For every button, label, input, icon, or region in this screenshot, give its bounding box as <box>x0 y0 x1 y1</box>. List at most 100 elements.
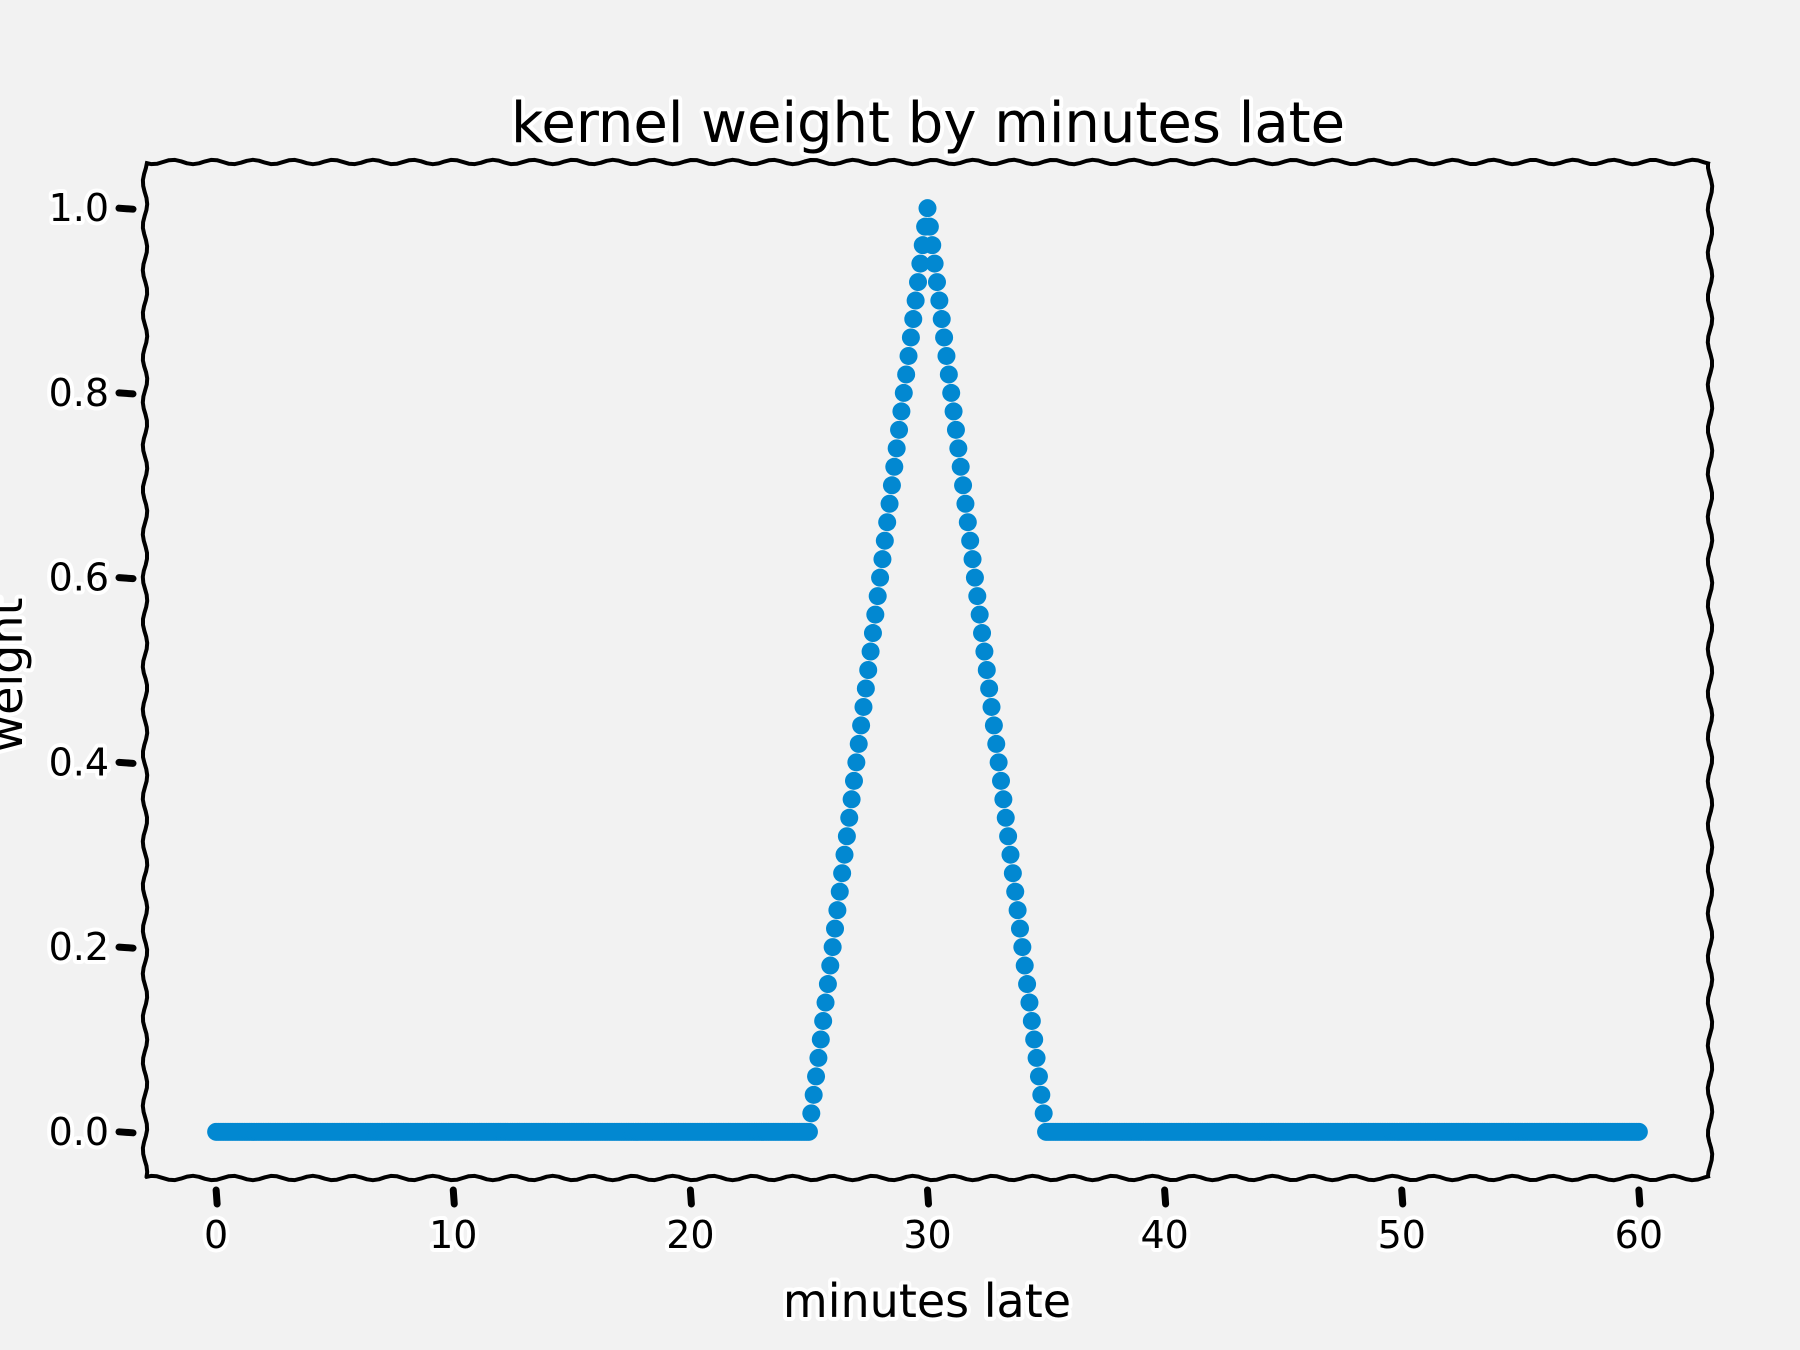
x-tick-mark <box>924 1186 932 1208</box>
x-tick-label: 10 <box>429 1213 477 1257</box>
data-point <box>847 753 866 772</box>
data-point <box>873 550 892 569</box>
data-point <box>980 679 999 698</box>
data-point <box>1020 993 1039 1012</box>
y-tick-mark <box>115 943 137 952</box>
data-point <box>994 790 1013 809</box>
data-point <box>885 457 904 476</box>
data-point <box>878 513 897 532</box>
data-point <box>996 808 1015 827</box>
data-point <box>1629 1122 1648 1141</box>
data-point <box>1010 919 1029 938</box>
data-point <box>816 993 835 1012</box>
data-point <box>1003 864 1022 883</box>
data-point <box>909 273 928 292</box>
data-point <box>927 273 946 292</box>
data-point <box>973 624 992 643</box>
data-point <box>963 550 982 569</box>
data-point <box>807 1067 826 1086</box>
data-point <box>842 790 861 809</box>
data-point <box>954 476 973 495</box>
data-point <box>1029 1067 1048 1086</box>
data-point <box>925 254 944 273</box>
data-point <box>837 827 856 846</box>
data-point <box>844 771 863 790</box>
data-point <box>861 642 880 661</box>
data-point <box>942 383 961 402</box>
plot-frame <box>140 157 1715 1183</box>
data-point <box>871 568 890 587</box>
data-point <box>880 494 899 513</box>
x-tick-label: 30 <box>903 1213 951 1257</box>
data-point <box>892 402 911 421</box>
data-point <box>958 513 977 532</box>
data-point <box>818 975 837 994</box>
data-point <box>868 587 887 606</box>
data-point <box>852 716 871 735</box>
y-tick-label: 0.6 <box>49 556 109 600</box>
data-point <box>802 1104 821 1123</box>
data-point <box>970 605 989 624</box>
data-point <box>856 679 875 698</box>
chart-title: kernel weight by minutes late <box>511 91 1345 156</box>
y-tick-label: 0.2 <box>49 925 109 969</box>
data-point <box>899 346 918 365</box>
data-point <box>828 901 847 920</box>
y-tick-label: 0.0 <box>49 1110 109 1154</box>
data-point <box>923 236 942 255</box>
y-tick-mark <box>115 574 137 583</box>
data-point <box>1015 956 1034 975</box>
data-point <box>821 956 840 975</box>
data-point <box>875 531 894 550</box>
data-point <box>911 254 930 273</box>
data-point <box>814 1011 833 1030</box>
data-point <box>887 439 906 458</box>
data-point <box>1022 1011 1041 1030</box>
data-point <box>901 328 920 347</box>
data-point <box>987 734 1006 753</box>
data-point <box>989 753 1008 772</box>
data-point <box>866 605 885 624</box>
data-point <box>961 531 980 550</box>
x-axis-label: minutes late <box>783 1274 1071 1328</box>
data-point <box>1013 938 1032 957</box>
data-point <box>894 383 913 402</box>
data-point <box>975 642 994 661</box>
data-point <box>918 199 937 218</box>
x-tick-label: 50 <box>1378 1213 1426 1257</box>
x-axis-ticks: 0 10 20 30 40 50 60 <box>200 1186 1667 1261</box>
x-tick-label: 40 <box>1140 1213 1188 1257</box>
x-tick-mark <box>449 1186 458 1208</box>
data-point <box>1001 845 1020 864</box>
x-tick-mark <box>1635 1186 1644 1208</box>
data-point <box>992 771 1011 790</box>
data-point <box>968 587 987 606</box>
y-tick-label: 0.4 <box>49 740 109 784</box>
y-axis-ticks: 0.0 0.2 0.4 0.6 0.8 1.0 <box>45 182 137 1158</box>
y-tick-mark <box>115 1128 137 1137</box>
data-point <box>906 291 925 310</box>
data-point <box>890 420 909 439</box>
data-point <box>882 476 901 495</box>
data-point <box>840 808 859 827</box>
data-point <box>1008 901 1027 920</box>
data-point <box>982 697 1001 716</box>
data-point <box>904 310 923 329</box>
y-tick-mark <box>115 758 137 767</box>
data-point <box>809 1048 828 1067</box>
y-tick-mark <box>115 204 137 213</box>
data-point <box>897 365 916 384</box>
data-point <box>826 919 845 938</box>
data-point <box>849 734 868 753</box>
data-point <box>854 697 873 716</box>
data-point <box>946 420 965 439</box>
data-point <box>951 457 970 476</box>
data-point <box>833 864 852 883</box>
y-axis-label: weight <box>0 597 33 752</box>
data-point <box>956 494 975 513</box>
data-point <box>835 845 854 864</box>
data-point <box>920 217 939 236</box>
plot-area <box>140 157 1715 1183</box>
data-point <box>944 402 963 421</box>
